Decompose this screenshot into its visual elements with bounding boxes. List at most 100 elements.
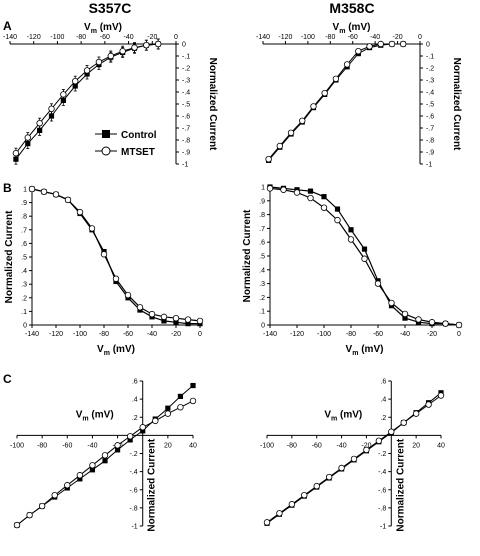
panel-label-b: B: [3, 181, 12, 195]
y-tick-label: -.4: [426, 90, 434, 97]
series-control: [13, 38, 161, 165]
y-tick-label: .9: [259, 198, 265, 205]
x-tick-label: -100: [301, 34, 315, 41]
data-point-mtset: [412, 410, 420, 417]
data-point-control: [13, 156, 19, 162]
y-tick-label: .4: [259, 267, 265, 274]
y-axis-title: Normalized Current: [242, 209, 253, 302]
data-point-mtset: [363, 446, 370, 454]
y-axis-title: Normalized Current: [207, 58, 218, 151]
series-line-mtset: [268, 43, 404, 160]
x-tick-label: -60: [373, 331, 383, 338]
data-point-mtset: [72, 77, 79, 85]
axes: [9, 41, 179, 165]
y-tick-label: -.5: [182, 102, 190, 109]
x-tick-label: 40: [437, 442, 445, 449]
data-point-mtset: [388, 299, 395, 307]
y-tick-label: -.7: [182, 126, 190, 133]
data-point-mtset: [388, 40, 396, 48]
y-tick-label: 1: [23, 187, 27, 194]
y-tick-label: .4: [380, 397, 386, 404]
data-point-control: [361, 246, 368, 252]
y-tick-label: .8: [259, 212, 265, 219]
y-tick-label: -.3: [426, 78, 434, 85]
x-tick-label: 0: [198, 331, 202, 338]
y-tick-label: -1: [182, 162, 188, 169]
x-axis-title: Vm (mV): [346, 344, 384, 357]
y-tick-label: -.1: [182, 54, 190, 61]
x-tick-label: -20: [147, 34, 157, 41]
data-point-mtset: [377, 40, 384, 48]
data-point-mtset: [343, 61, 351, 68]
data-point-mtset: [26, 511, 33, 519]
y-tick-label: 0: [426, 42, 430, 49]
x-tick-label: 0: [457, 331, 461, 338]
data-point-mtset: [119, 48, 126, 55]
data-point-mtset: [89, 462, 96, 469]
y-tick-label: .6: [259, 240, 265, 247]
data-point-mtset: [12, 149, 20, 157]
data-point-mtset: [28, 185, 36, 193]
y-tick-label: -.2: [426, 66, 434, 73]
data-point-mtset: [265, 155, 272, 163]
y-tick-label: -.6: [426, 114, 434, 121]
y-tick-label: -.2: [378, 451, 386, 458]
data-point-control: [161, 318, 167, 324]
data-point-mtset: [321, 89, 328, 97]
y-tick-label: 0: [23, 323, 27, 330]
y-tick-label: .5: [259, 254, 265, 261]
y-tick-label: .6: [21, 241, 27, 248]
data-point-mtset: [164, 410, 172, 417]
data-point-mtset: [374, 280, 382, 287]
y-tick-label: -.4: [182, 90, 190, 97]
series-line-control: [268, 43, 404, 161]
data-point-mtset: [280, 186, 287, 193]
data-point-mtset: [148, 310, 156, 318]
data-point-mtset: [13, 521, 21, 529]
data-point-mtset: [155, 40, 162, 48]
data-point-mtset: [131, 44, 138, 51]
x-tick-label: -100: [73, 331, 87, 338]
chart-c-s357c: -100-80-60-40-202040.6.4.2-.2-.4-.6-.8-1…: [10, 379, 197, 532]
data-point-control: [190, 382, 196, 389]
data-point-mtset: [313, 482, 320, 490]
data-point-control: [127, 437, 133, 443]
y-tick-label: -.9: [182, 150, 190, 157]
y-tick-label: 0: [182, 42, 186, 49]
axes: [29, 188, 201, 328]
data-point-mtset: [88, 225, 96, 232]
y-tick-label: .6: [380, 379, 386, 386]
data-point-mtset: [177, 404, 184, 411]
x-tick-label: -100: [50, 34, 64, 41]
x-tick-label: -80: [346, 331, 356, 338]
data-point-mtset: [442, 320, 449, 327]
data-point-mtset: [401, 310, 409, 318]
data-point-control: [140, 428, 146, 434]
y-tick-label: .3: [21, 282, 27, 289]
y-tick-label: -.8: [182, 138, 190, 145]
data-point-mtset: [307, 194, 314, 202]
x-tick-label: 0: [418, 34, 422, 41]
x-tick-label: 20: [164, 442, 172, 449]
x-tick-label: -100: [10, 442, 24, 449]
legend: Control MTSET: [95, 130, 157, 158]
data-point-mtset: [152, 417, 159, 425]
data-point-control: [102, 458, 108, 464]
data-point-mtset: [48, 105, 55, 112]
y-tick-label: .8: [21, 214, 27, 221]
data-point-mtset: [347, 236, 355, 243]
x-axis-title: Vm (mV): [97, 344, 135, 357]
data-point-mtset: [332, 75, 340, 82]
data-point-mtset: [334, 216, 341, 224]
y-tick-label: -.2: [182, 66, 190, 73]
y-tick-label: -1: [131, 524, 137, 531]
data-point-mtset: [320, 204, 328, 211]
data-point-mtset: [64, 196, 72, 204]
data-point-mtset: [51, 491, 58, 499]
x-tick-label: 20: [412, 442, 420, 449]
x-tick-label: -40: [147, 331, 157, 338]
legend-label-mtset: MTSET: [121, 147, 155, 158]
data-point-mtset: [437, 392, 445, 399]
x-tick-label: -80: [76, 34, 86, 41]
